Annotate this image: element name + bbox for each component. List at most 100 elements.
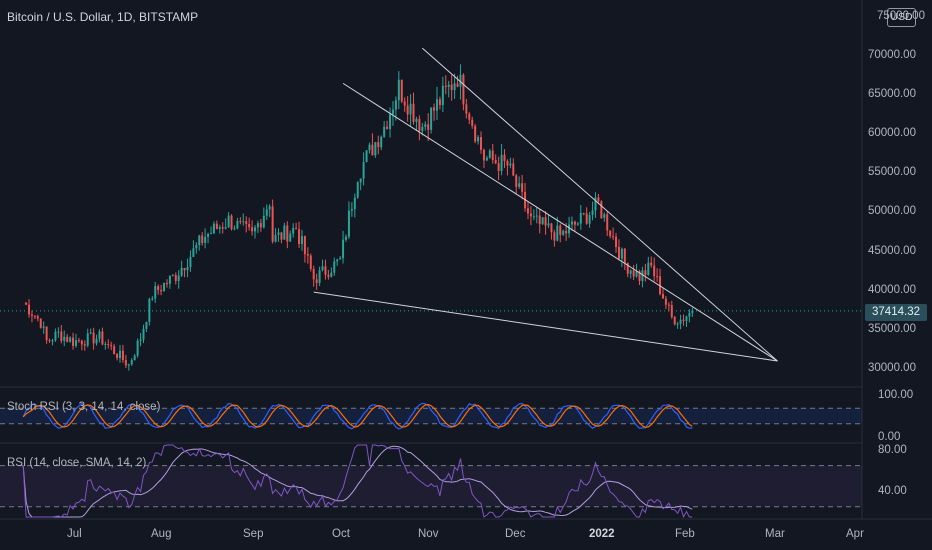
candle-body bbox=[591, 210, 594, 215]
candle-body bbox=[506, 160, 509, 166]
price-label: 55000.00 bbox=[868, 166, 916, 179]
candle-body bbox=[559, 225, 562, 235]
candle-body bbox=[345, 236, 348, 240]
candle-body bbox=[391, 109, 394, 115]
candle-body bbox=[74, 340, 77, 346]
candle-body bbox=[89, 332, 92, 334]
candle-body bbox=[409, 103, 412, 115]
candle-body bbox=[471, 119, 474, 126]
candle-body bbox=[377, 142, 380, 148]
candle-body bbox=[600, 201, 603, 218]
last-price-tag: 37414.32 bbox=[865, 304, 927, 321]
candle-body bbox=[324, 266, 327, 275]
candle-body bbox=[160, 290, 163, 292]
candle-body bbox=[30, 314, 33, 316]
candle-body bbox=[568, 224, 571, 234]
candle-body bbox=[113, 346, 116, 354]
candle-body bbox=[418, 118, 421, 131]
price-label: 45000.00 bbox=[868, 244, 916, 257]
time-label: Mar bbox=[765, 528, 785, 540]
candle-body bbox=[215, 223, 218, 229]
candle-body bbox=[588, 214, 591, 224]
candle-body bbox=[650, 262, 653, 266]
candle-body bbox=[303, 236, 306, 255]
candle-body bbox=[83, 344, 86, 346]
price-label: 50000.00 bbox=[868, 205, 916, 218]
candle-body bbox=[233, 228, 236, 230]
candle-body bbox=[265, 209, 268, 216]
candle-body bbox=[597, 197, 600, 202]
candle-body bbox=[474, 125, 477, 142]
candle-body bbox=[171, 274, 174, 276]
candle-body bbox=[667, 304, 670, 306]
candle-body bbox=[180, 267, 183, 276]
candle-body bbox=[512, 163, 515, 176]
candle-body bbox=[212, 223, 215, 234]
candle-body bbox=[133, 355, 136, 361]
candle-body bbox=[86, 333, 89, 346]
stoch-rsi-label[interactable]: Stoch RSI (3, 3, 14, 14, close) bbox=[7, 401, 161, 413]
currency-button[interactable]: USD bbox=[887, 8, 916, 27]
candle-body bbox=[72, 337, 75, 346]
candle-body bbox=[142, 328, 145, 340]
candle-body bbox=[518, 183, 521, 187]
stoch-scale-bottom: 0.00 bbox=[878, 431, 901, 443]
symbol-title: Bitcoin / U.S. Dollar, 1D, BITSTAMP bbox=[7, 10, 199, 24]
candle-body bbox=[562, 230, 565, 235]
candle-body bbox=[550, 223, 553, 233]
candle-body bbox=[80, 340, 83, 345]
candle-body bbox=[515, 175, 518, 187]
candle-body bbox=[488, 150, 491, 158]
candle-body bbox=[441, 85, 444, 106]
candle-body bbox=[218, 227, 221, 229]
candle-body bbox=[339, 258, 342, 260]
candle-body bbox=[198, 235, 201, 245]
candle-body bbox=[221, 227, 224, 229]
candle-body bbox=[571, 221, 573, 225]
candle-body bbox=[688, 312, 691, 317]
candle-body bbox=[615, 236, 618, 248]
candle-body bbox=[365, 150, 368, 163]
candle-body bbox=[42, 326, 45, 328]
rsi-label[interactable]: RSI (14, close, SMA, 14, 2) bbox=[7, 457, 147, 469]
candle-body bbox=[186, 267, 189, 271]
candle-body bbox=[394, 100, 397, 110]
candle-body bbox=[227, 215, 230, 228]
candle-body bbox=[107, 344, 110, 346]
candle-body bbox=[66, 336, 69, 342]
candle-body bbox=[635, 271, 638, 277]
candle-body bbox=[92, 332, 95, 344]
candle-body bbox=[644, 270, 647, 276]
candle-body bbox=[538, 215, 541, 225]
candle-body bbox=[491, 150, 494, 160]
rsi-scale-top: 80.00 bbox=[878, 444, 907, 456]
candle-body bbox=[289, 233, 292, 242]
candle-body bbox=[174, 274, 177, 281]
candle-body bbox=[116, 353, 119, 359]
candle-body bbox=[195, 244, 198, 249]
candle-body bbox=[207, 233, 210, 237]
candle-body bbox=[477, 137, 480, 142]
trendline bbox=[313, 291, 778, 362]
candle-body bbox=[283, 225, 286, 240]
candle-body bbox=[383, 126, 386, 137]
candle-body bbox=[312, 268, 315, 280]
candle-body bbox=[497, 163, 500, 171]
candle-body bbox=[509, 163, 512, 166]
candle-body bbox=[101, 331, 104, 345]
candle-body bbox=[33, 315, 36, 317]
time-label: Oct bbox=[332, 528, 350, 540]
candle-body bbox=[239, 221, 242, 223]
candle-body bbox=[254, 227, 257, 232]
candle-body bbox=[368, 144, 371, 151]
candle-body bbox=[350, 209, 353, 211]
candle-body bbox=[482, 149, 485, 161]
candle-body bbox=[673, 316, 676, 325]
candle-body bbox=[468, 113, 471, 120]
candle-body bbox=[57, 331, 60, 333]
candle-body bbox=[298, 229, 301, 245]
candle-body bbox=[98, 331, 101, 339]
candle-body bbox=[309, 255, 312, 269]
